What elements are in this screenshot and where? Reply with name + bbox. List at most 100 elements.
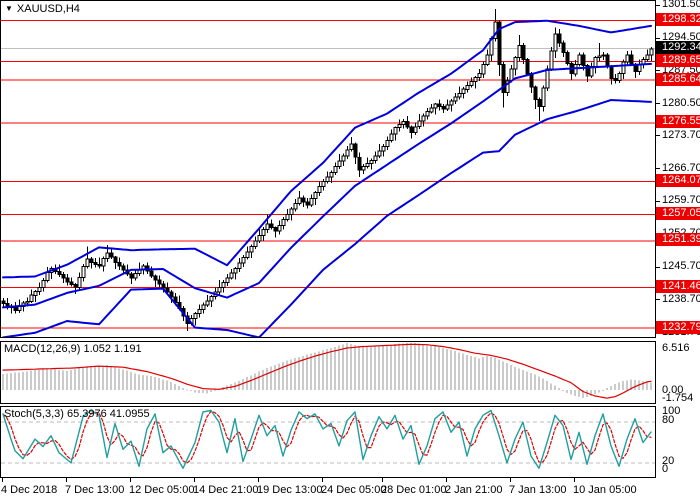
macd-bar <box>10 373 12 391</box>
bull-candle <box>365 162 370 168</box>
time-tick-label: 2 Jan 21:00 <box>445 484 503 496</box>
macd-bar <box>374 346 376 390</box>
price-axis[interactable]: 6.516 0.00 -1.754 100 80 20 0 1301.50 129… <box>656 0 700 500</box>
macd-panel[interactable] <box>0 341 656 404</box>
level-price-badge: 1289.65 <box>656 54 700 67</box>
stoch-axis-20: 20 <box>662 455 675 467</box>
macd-bar <box>602 390 604 392</box>
bull-candle <box>369 160 374 164</box>
macd-bar <box>298 356 300 391</box>
macd-bar <box>618 382 620 391</box>
chevron-down-icon[interactable]: ▼ <box>5 4 13 13</box>
bull-candle <box>621 61 626 75</box>
macd-bar <box>50 368 52 391</box>
bear-candle <box>357 156 362 171</box>
bear-candle <box>73 283 78 288</box>
macd-bar <box>478 358 480 390</box>
macd-bar <box>366 346 368 391</box>
bull-candle <box>245 251 250 259</box>
macd-bar <box>242 379 244 391</box>
macd-bar <box>138 374 140 391</box>
macd-bar <box>314 352 316 390</box>
macd-bar <box>458 352 460 390</box>
macd-bar <box>146 375 148 391</box>
macd-bar <box>506 363 508 390</box>
macd-bar <box>142 375 144 390</box>
macd-bar <box>158 378 160 391</box>
macd-bar <box>650 382 652 390</box>
macd-bar <box>430 345 432 391</box>
macd-bar <box>530 373 532 391</box>
bull-candle <box>37 286 42 292</box>
macd-bar <box>494 357 496 391</box>
price-tick-label: 1259.70 <box>662 194 700 206</box>
price-chart-canvas[interactable] <box>1 1 655 337</box>
bull-candle <box>17 306 22 312</box>
macd-bar <box>178 385 180 391</box>
time-tick-label: 24 Dec 05:00 <box>321 484 387 496</box>
macd-bar <box>110 366 112 391</box>
bull-candle <box>449 100 454 106</box>
main-chart-panel[interactable] <box>0 0 656 338</box>
time-axis[interactable]: 4 Dec 2018 7 Dec 13:00 12 Dec 05:00 14 Dec … <box>0 478 656 500</box>
time-tick-mark <box>382 478 383 482</box>
macd-bar <box>594 390 596 395</box>
stoch-k-line <box>2 409 652 469</box>
bollinger-lower-band <box>2 99 652 337</box>
macd-bar <box>214 390 216 392</box>
bull-candle <box>205 300 210 306</box>
bear-candle <box>629 54 634 65</box>
macd-bar <box>74 369 76 390</box>
bull-candle <box>645 54 650 61</box>
macd-bar <box>254 373 256 391</box>
macd-bar <box>202 390 204 394</box>
macd-bar <box>554 385 556 390</box>
macd-bar <box>246 377 248 391</box>
bear-candle <box>65 277 70 283</box>
bull-candle <box>381 146 386 152</box>
bear-candle <box>305 201 310 206</box>
macd-canvas[interactable] <box>1 342 655 403</box>
level-price-badge: 1257.05 <box>656 207 700 220</box>
stoch-axis-0: 0 <box>662 463 669 475</box>
macd-bar <box>482 357 484 390</box>
bull-candle <box>541 87 546 108</box>
bull-candle <box>593 56 598 68</box>
bear-candle <box>269 223 274 229</box>
bull-candle <box>469 81 474 86</box>
macd-bar <box>422 344 424 391</box>
macd-axis-max: 6.516 <box>662 342 690 354</box>
macd-bar <box>126 370 128 391</box>
stoch-panel[interactable] <box>0 406 656 478</box>
macd-bar <box>534 374 536 391</box>
bull-candle <box>229 272 234 279</box>
macd-bar <box>574 390 576 396</box>
bull-candle <box>377 150 382 157</box>
stoch-canvas[interactable] <box>1 407 655 477</box>
bear-candle <box>161 283 166 289</box>
bull-candle <box>81 266 86 278</box>
macd-bar <box>258 371 260 390</box>
bull-candle <box>481 63 486 75</box>
macd-bar <box>414 343 416 390</box>
bull-candle <box>221 282 226 288</box>
stoch-d-line <box>2 410 652 464</box>
macd-bar <box>286 360 288 390</box>
macd-axis-min: -1.754 <box>662 392 694 404</box>
macd-bar <box>118 368 120 391</box>
price-tick-mark <box>656 168 660 169</box>
time-tick-label: 10 Jan 05:00 <box>573 484 637 496</box>
bear-candle <box>521 45 526 61</box>
bear-candle <box>557 33 562 44</box>
macd-bar <box>570 390 572 395</box>
macd-bar <box>162 379 164 391</box>
macd-bar <box>390 344 392 391</box>
bear-candle <box>149 270 154 277</box>
time-tick-mark <box>194 478 195 482</box>
bull-candle <box>505 80 510 94</box>
macd-bar <box>462 353 464 391</box>
macd-bar <box>358 346 360 391</box>
macd-bar <box>250 375 252 391</box>
price-tick-label: 1273.70 <box>662 129 700 141</box>
